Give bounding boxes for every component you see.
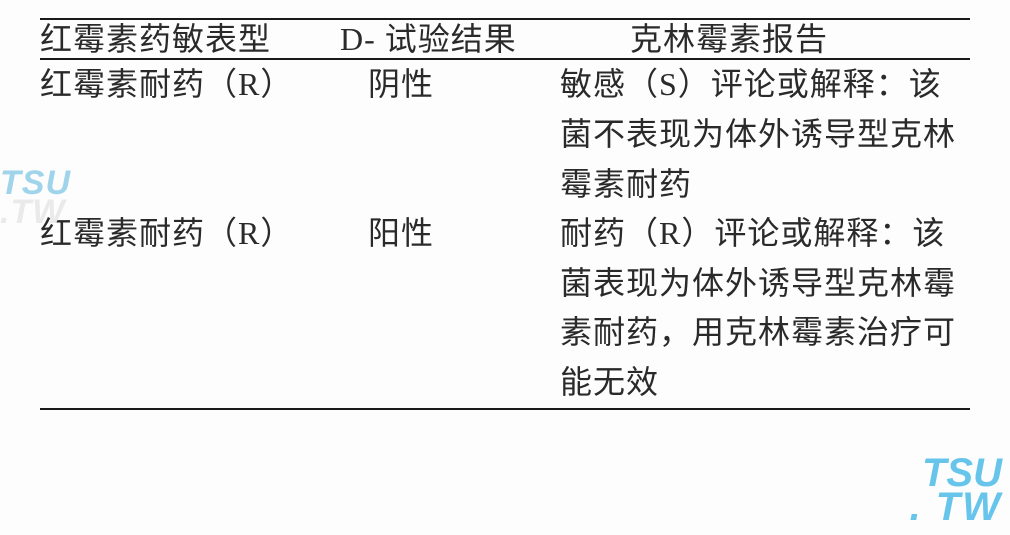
watermark-right-line1: TSU [910, 455, 1002, 491]
cell-clindamycin-report: 敏感（S）评论或解释：该菌不表现为体外诱导型克林霉素耐药 [560, 59, 970, 209]
cell-d-test-text: 阴性 [340, 60, 560, 110]
cell-d-test: 阳性 [340, 209, 560, 408]
cell-erythromycin: 红霉素耐药（R） [40, 59, 340, 209]
col-header-d-test: D- 试验结果 [340, 19, 560, 59]
watermark-right-line2: . TW [910, 489, 1002, 525]
col-header-clindamycin-report: 克林霉素报告 [560, 19, 970, 59]
col-header-erythromycin: 红霉素药敏表型 [40, 19, 340, 59]
table-header-row: 红霉素药敏表型 D- 试验结果 克林霉素报告 [40, 19, 970, 59]
cell-clindamycin-report: 耐药（R）评论或解释：该菌表现为体外诱导型克林霉素耐药，用克林霉素治疗可能无效 [560, 209, 970, 408]
table-row: 红霉素耐药（R） 阴性 敏感（S）评论或解释：该菌不表现为体外诱导型克林霉素耐药 [40, 59, 970, 209]
clindamycin-report-table: 红霉素药敏表型 D- 试验结果 克林霉素报告 红霉素耐药（R） 阴性 敏感（S）… [40, 18, 970, 410]
page-root: TSU .TW 红霉素药敏表型 D- 试验结果 克林霉素报告 红霉素耐药（R） … [0, 0, 1010, 535]
table-row: 红霉素耐药（R） 阳性 耐药（R）评论或解释：该菌表现为体外诱导型克林霉素耐药，… [40, 209, 970, 408]
cell-erythromycin: 红霉素耐药（R） [40, 209, 340, 408]
watermark-right: TSU . TW [910, 455, 1002, 525]
cell-d-test: 阴性 [340, 59, 560, 209]
cell-d-test-text: 阳性 [340, 209, 560, 259]
